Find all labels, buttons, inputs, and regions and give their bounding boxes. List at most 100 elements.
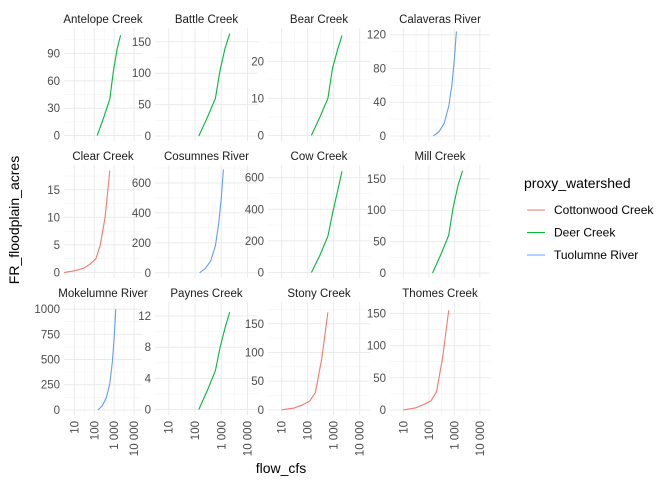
x-tick-label: 10 000 (355, 421, 367, 456)
y-tick-label: 80 (373, 63, 386, 75)
panel-cosumnes-river: 0 200 400 600 Cosumnes River (132, 151, 258, 280)
y-tick-label: 30 (47, 103, 60, 115)
series-line-cottonwood-creek (281, 312, 329, 411)
y-tick-label: 100 (367, 205, 386, 217)
y-tick-label: 150 (367, 309, 386, 321)
y-tick-label: 10 (47, 212, 60, 224)
series-line-deer-creek (198, 33, 231, 137)
panel-stony-creek: 0 50 100 150 Stony Creek 10 100 1 000 10 000 (245, 288, 370, 456)
panel-paynes-creek: 0 4 8 12 Paynes Creek 10 100 1 000 10 000 (138, 288, 258, 456)
y-tick-label: 0 (145, 131, 151, 143)
y-tick-label: 100 (132, 68, 151, 80)
series-line-deer-creek (432, 170, 464, 274)
series-line-deer-creek (310, 171, 343, 273)
panel-mokelumne-river: 0 250 500 750 1000 Mokelumne River 10 100 1 000 1… (34, 288, 147, 456)
x-tick-label: 1 000 (109, 421, 121, 450)
y-tick-label: 0 (54, 267, 60, 279)
y-tick-label: 50 (373, 373, 386, 385)
panel-title: Thomes Creek (402, 288, 478, 300)
x-tick-label: 100 (190, 421, 202, 440)
y-tick-label: 0 (54, 131, 60, 143)
y-tick-label: 100 (245, 347, 264, 359)
panel-clear-creek: 0 5 10 15 Clear Creek (47, 151, 142, 279)
y-tick-label: 150 (367, 174, 386, 186)
panel-title: Battle Creek (175, 14, 239, 26)
y-tick-label: 1000 (34, 304, 60, 316)
panel-title: Antelope Creek (63, 14, 143, 26)
x-tick-label: 10 000 (129, 421, 141, 456)
panel-title: Calaveras River (399, 14, 481, 26)
y-tick-label: 250 (41, 380, 60, 392)
y-tick-label: 120 (367, 30, 386, 42)
y-tick-label: 50 (251, 376, 264, 388)
y-tick-label: 150 (245, 319, 264, 331)
x-axis-title: flow_cfs (256, 460, 307, 476)
y-tick-label: 0 (258, 405, 264, 417)
series-line-tuolumne-river (97, 309, 117, 411)
legend-label-tuolumne-river: Tuolumne River (554, 248, 638, 262)
y-tick-label: 200 (132, 238, 151, 250)
y-tick-label: 10 (251, 93, 264, 105)
series-line-deer-creek (198, 311, 231, 410)
panel-title: Bear Creek (290, 14, 348, 26)
x-tick-label: 10 (398, 421, 410, 434)
y-tick-label: 100 (367, 341, 386, 353)
y-tick-label: 400 (245, 204, 264, 216)
panel-mill-creek: 0 50 100 150 Mill Creek (367, 151, 490, 280)
x-tick-label: 1 000 (449, 421, 461, 450)
legend-title: proxy_watershed (524, 175, 631, 191)
series-line-deer-creek (96, 35, 122, 136)
y-tick-label: 0 (54, 405, 60, 417)
x-tick-label: 10 (277, 421, 289, 434)
x-tick-label: 10 (164, 421, 176, 434)
x-tick-label: 1 000 (329, 421, 341, 450)
y-tick-label: 15 (47, 185, 60, 197)
y-tick-label: 4 (145, 373, 152, 385)
y-tick-label: 20 (251, 56, 264, 68)
x-tick-label: 100 (424, 421, 436, 440)
x-tick-label: 100 (303, 421, 315, 440)
y-tick-label: 5 (54, 240, 60, 252)
panel-title: Cow Creek (291, 151, 348, 163)
y-tick-label: 90 (47, 49, 60, 61)
y-tick-label: 150 (132, 37, 151, 49)
y-tick-label: 0 (258, 130, 264, 142)
y-tick-label: 0 (380, 131, 386, 143)
series-line-cottonwood-creek (63, 170, 111, 274)
y-tick-label: 600 (245, 173, 264, 185)
panel-battle-creek: 0 50 100 150 Battle Creek (132, 14, 258, 143)
y-axis-title: FR_floodplain_acres (6, 156, 22, 284)
series-line-tuolumne-river (432, 31, 457, 137)
series-line-cottonwood-creek (403, 310, 450, 411)
series-line-deer-creek (310, 35, 343, 136)
y-tick-label: 12 (138, 311, 151, 323)
y-tick-label: 200 (245, 236, 264, 248)
y-tick-label: 40 (373, 97, 386, 109)
panel-antelope-creek: 0 30 60 90 Antelope Creek (47, 14, 143, 143)
y-tick-label: 60 (47, 76, 60, 88)
series-line-tuolumne-river (199, 169, 224, 274)
x-tick-label: 100 (89, 421, 101, 440)
panel-title: Clear Creek (72, 151, 134, 163)
y-tick-label: 400 (132, 208, 151, 220)
x-tick-label: 10 (69, 421, 81, 434)
y-tick-label: 0 (258, 267, 264, 279)
panel-cow-creek: 0 200 400 600 Cow Creek (245, 151, 370, 279)
panel-title: Paynes Creek (170, 288, 242, 300)
panel-title: Mill Creek (414, 151, 465, 163)
y-tick-label: 0 (145, 405, 151, 417)
legend-label-deer-creek: Deer Creek (554, 226, 616, 240)
legend: proxy_watershed Cottonwood Creek Deer Cree… (524, 175, 654, 262)
panel-bear-creek: 0 10 20 Bear Creek (251, 14, 370, 142)
legend-label-cottonwood-creek: Cottonwood Creek (554, 203, 654, 217)
y-tick-label: 50 (138, 100, 151, 112)
y-tick-label: 0 (380, 405, 386, 417)
x-tick-label: 10 000 (475, 421, 487, 456)
y-tick-label: 500 (41, 355, 60, 367)
panel-title: Stony Creek (287, 288, 351, 300)
x-tick-label: 10 000 (243, 421, 255, 456)
panel-calaveras-river: 0 40 80 120 Calaveras River (367, 14, 490, 143)
panel-title: Mokelumne River (58, 288, 148, 300)
